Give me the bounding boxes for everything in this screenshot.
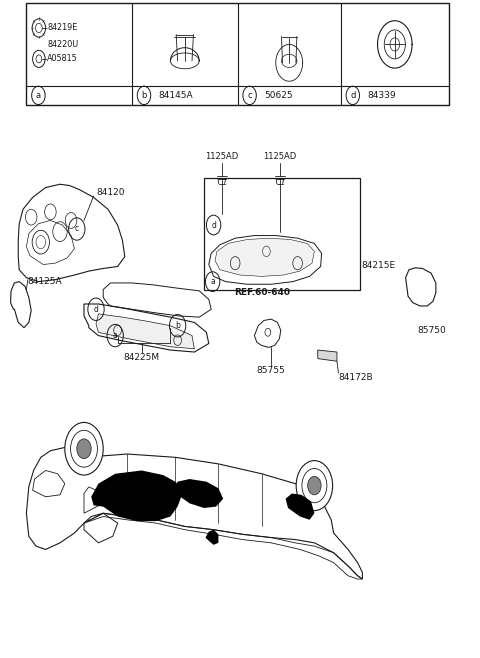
Circle shape	[71, 430, 97, 467]
Text: A05815: A05815	[47, 55, 78, 63]
Text: 84219E: 84219E	[47, 24, 77, 32]
Text: 84125A: 84125A	[28, 277, 62, 286]
Text: c: c	[247, 91, 252, 100]
Circle shape	[65, 422, 103, 475]
Polygon shape	[318, 350, 337, 361]
Text: d: d	[94, 305, 98, 314]
Polygon shape	[173, 479, 223, 508]
Text: 84145A: 84145A	[158, 91, 193, 100]
Text: 84120: 84120	[96, 188, 124, 197]
Text: 1125AD: 1125AD	[263, 152, 297, 161]
Polygon shape	[215, 238, 314, 276]
Polygon shape	[205, 530, 218, 545]
Polygon shape	[286, 494, 314, 520]
Text: 84215E: 84215E	[361, 261, 395, 270]
Text: 84339: 84339	[367, 91, 396, 100]
Text: d: d	[211, 220, 216, 230]
Text: 50625: 50625	[264, 91, 293, 100]
Text: b: b	[141, 91, 147, 100]
Text: a: a	[36, 91, 41, 100]
Polygon shape	[96, 314, 194, 349]
Text: a: a	[113, 331, 118, 340]
Text: REF.60-640: REF.60-640	[234, 288, 290, 297]
Circle shape	[296, 461, 333, 511]
Text: d: d	[350, 91, 356, 100]
Circle shape	[308, 476, 321, 495]
Circle shape	[302, 468, 327, 503]
Text: 85750: 85750	[418, 326, 446, 336]
Text: 84225M: 84225M	[123, 353, 160, 363]
Text: c: c	[75, 224, 79, 234]
Text: 84172B: 84172B	[338, 372, 373, 382]
Circle shape	[77, 439, 91, 459]
Text: 85755: 85755	[257, 366, 286, 375]
Polygon shape	[91, 470, 182, 521]
Text: b: b	[175, 321, 180, 330]
Text: 1125AD: 1125AD	[205, 152, 239, 161]
Text: 84220U: 84220U	[47, 40, 78, 49]
Text: a: a	[210, 277, 215, 286]
